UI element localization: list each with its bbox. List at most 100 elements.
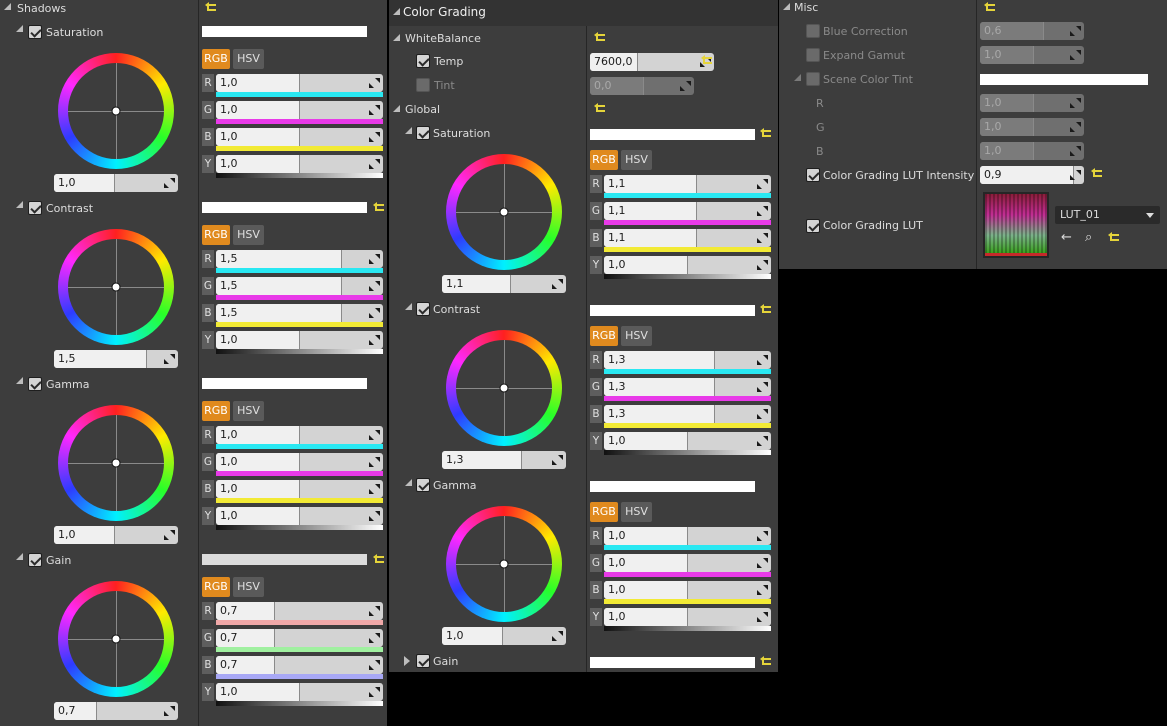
drag-handle-icon[interactable]: [757, 558, 768, 568]
drag-handle-icon[interactable]: [680, 81, 691, 91]
drag-handle-icon[interactable]: [369, 484, 380, 494]
drag-handle-icon[interactable]: [164, 706, 175, 716]
rgb-mode-button[interactable]: RGB: [202, 401, 230, 421]
wheel-value-spinbox[interactable]: 1,0: [442, 627, 566, 645]
tint-r-spinbox[interactable]: 1,0: [980, 94, 1084, 112]
drag-handle-icon[interactable]: [369, 511, 380, 521]
drag-handle-icon[interactable]: [369, 633, 380, 643]
drag-handle-icon[interactable]: [757, 382, 768, 392]
tint-g-spinbox[interactable]: 1,0: [980, 118, 1084, 136]
channel-g-spinbox[interactable]: 1,5: [216, 277, 383, 295]
enable-checkbox[interactable]: [28, 553, 42, 567]
wheel-center-handle[interactable]: [111, 282, 121, 292]
drag-handle-icon[interactable]: [1070, 50, 1081, 60]
enable-checkbox[interactable]: [416, 126, 430, 140]
drag-handle-icon[interactable]: [552, 279, 563, 289]
wheel-center-handle[interactable]: [499, 383, 509, 393]
channel-g-spinbox[interactable]: 0,7: [216, 629, 383, 647]
rgb-mode-button[interactable]: RGB: [590, 150, 618, 170]
blue-correction-spinbox[interactable]: 0,6: [980, 22, 1084, 40]
collapse-arrow-icon[interactable]: [393, 105, 400, 112]
wheel-center-handle[interactable]: [499, 207, 509, 217]
tint-checkbox[interactable]: [416, 78, 430, 92]
temp-checkbox[interactable]: [416, 54, 430, 68]
drag-handle-icon[interactable]: [552, 631, 563, 641]
expand-gamut-spinbox[interactable]: 1,0: [980, 46, 1084, 64]
collapse-arrow-icon[interactable]: [794, 74, 801, 81]
reset-arrow-icon[interactable]: [984, 2, 995, 11]
channel-b-spinbox[interactable]: 1,0: [604, 581, 771, 599]
drag-handle-icon[interactable]: [757, 260, 768, 270]
wheel-value-spinbox[interactable]: 0,7: [54, 702, 178, 720]
lut-intensity-spinbox[interactable]: 0,9: [980, 166, 1084, 184]
drag-handle-icon[interactable]: [369, 105, 380, 115]
lut-intensity-checkbox[interactable]: [806, 168, 820, 182]
drag-handle-icon[interactable]: [552, 455, 563, 465]
reset-arrow-icon[interactable]: [1091, 168, 1102, 177]
drag-handle-icon[interactable]: [369, 281, 380, 291]
channel-r-spinbox[interactable]: 1,0: [216, 74, 383, 92]
wheel-value-spinbox[interactable]: 1,5: [54, 350, 178, 368]
reset-arrow-icon[interactable]: [1108, 232, 1119, 241]
hsv-mode-button[interactable]: HSV: [621, 150, 652, 170]
scene-color-tint-checkbox[interactable]: [806, 72, 820, 86]
hsv-mode-button[interactable]: HSV: [233, 401, 264, 421]
channel-b-spinbox[interactable]: 1,3: [604, 405, 771, 423]
channel-g-spinbox[interactable]: 1,0: [216, 101, 383, 119]
drag-handle-icon[interactable]: [1070, 26, 1081, 36]
drag-handle-icon[interactable]: [757, 233, 768, 243]
hsv-mode-button[interactable]: HSV: [621, 502, 652, 522]
reset-arrow-icon[interactable]: [760, 656, 771, 665]
channel-r-spinbox[interactable]: 1,3: [604, 351, 771, 369]
drag-handle-icon[interactable]: [164, 354, 175, 364]
collapse-arrow-icon[interactable]: [405, 127, 412, 134]
color-wheel[interactable]: [446, 154, 562, 270]
drag-handle-icon[interactable]: [369, 254, 380, 264]
wheel-center-handle[interactable]: [111, 458, 121, 468]
color-wheel[interactable]: [58, 53, 174, 169]
collapse-arrow-icon[interactable]: [16, 377, 23, 384]
lut-asset-dropdown[interactable]: LUT_01: [1055, 206, 1160, 224]
browse-search-icon[interactable]: ⌕: [1085, 230, 1093, 245]
temp-spinbox[interactable]: 7600,0: [590, 53, 714, 71]
hsv-mode-button[interactable]: HSV: [233, 577, 264, 597]
reset-arrow-icon[interactable]: [373, 554, 384, 563]
wheel-value-spinbox[interactable]: 1,1: [442, 275, 566, 293]
drag-handle-icon[interactable]: [369, 430, 380, 440]
enable-checkbox[interactable]: [416, 478, 430, 492]
channel-y-spinbox[interactable]: 1,0: [216, 507, 383, 525]
blue-correction-checkbox[interactable]: [806, 24, 820, 38]
drag-handle-icon[interactable]: [164, 178, 175, 188]
collapse-arrow-icon[interactable]: [393, 34, 400, 41]
wheel-center-handle[interactable]: [499, 559, 509, 569]
drag-handle-icon[interactable]: [369, 606, 380, 616]
drag-handle-icon[interactable]: [757, 409, 768, 419]
drag-handle-icon[interactable]: [1070, 170, 1081, 180]
rgb-mode-button[interactable]: RGB: [202, 577, 230, 597]
wheel-value-spinbox[interactable]: 1,3: [442, 451, 566, 469]
drag-handle-icon[interactable]: [757, 531, 768, 541]
wheel-center-handle[interactable]: [111, 106, 121, 116]
enable-checkbox[interactable]: [416, 654, 430, 668]
channel-g-spinbox[interactable]: 1,0: [216, 453, 383, 471]
drag-handle-icon[interactable]: [757, 179, 768, 189]
drag-handle-icon[interactable]: [369, 660, 380, 670]
use-selected-arrow-icon[interactable]: ←: [1061, 230, 1072, 245]
channel-r-spinbox[interactable]: 1,5: [216, 250, 383, 268]
hsv-mode-button[interactable]: HSV: [233, 49, 264, 69]
channel-r-spinbox[interactable]: 1,1: [604, 175, 771, 193]
enable-checkbox[interactable]: [416, 302, 430, 316]
drag-handle-icon[interactable]: [1070, 146, 1081, 156]
reset-arrow-icon[interactable]: [594, 103, 605, 112]
channel-y-spinbox[interactable]: 1,0: [604, 608, 771, 626]
rgb-mode-button[interactable]: RGB: [590, 502, 618, 522]
drag-handle-icon[interactable]: [369, 308, 380, 318]
tint-spinbox[interactable]: 0,0: [590, 77, 694, 95]
drag-handle-icon[interactable]: [369, 78, 380, 88]
drag-handle-icon[interactable]: [757, 355, 768, 365]
tint-b-spinbox[interactable]: 1,0: [980, 142, 1084, 160]
collapse-arrow-icon[interactable]: [405, 479, 412, 486]
drag-handle-icon[interactable]: [757, 585, 768, 595]
color-wheel[interactable]: [446, 506, 562, 622]
color-wheel[interactable]: [446, 330, 562, 446]
